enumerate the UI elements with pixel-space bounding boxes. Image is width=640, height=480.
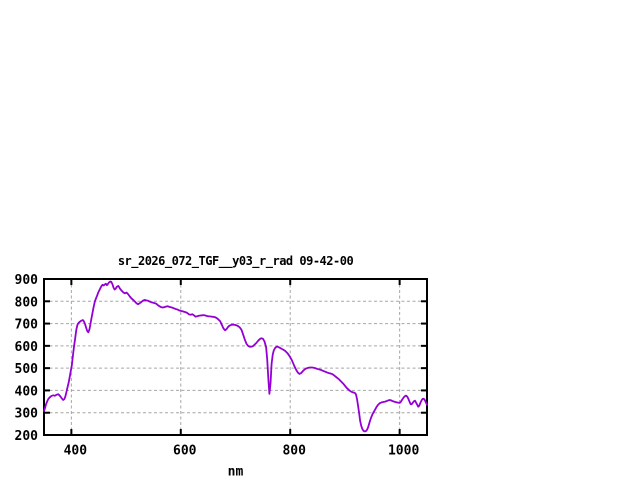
y-tick-label: 200: [15, 429, 39, 444]
y-tick-label: 500: [15, 362, 39, 377]
x-tick-label: 400: [64, 444, 88, 459]
y-tick-label: 600: [15, 340, 39, 355]
tick-marks: [44, 278, 427, 436]
y-tick-label: 400: [15, 384, 39, 399]
y-tick-label: 900: [15, 273, 39, 288]
x-axis-label: nm: [228, 465, 244, 480]
tick-labels: 200 300 400 500 600 700 800 900 400 600 800 1000: [15, 273, 420, 459]
y-tick-label: 800: [15, 295, 39, 310]
x-tick-label: 1000: [388, 444, 419, 459]
plot-area: [43, 278, 428, 436]
gridlines: [44, 279, 427, 435]
x-tick-label: 800: [282, 444, 306, 459]
x-tick-label: 600: [173, 444, 197, 459]
spectrum-line: [43, 280, 428, 433]
chart-title: sr_2026_072_TGF__y03_r_rad 09-42-00: [118, 254, 354, 269]
y-tick-label: 700: [15, 318, 39, 333]
y-tick-label: 300: [15, 407, 39, 422]
